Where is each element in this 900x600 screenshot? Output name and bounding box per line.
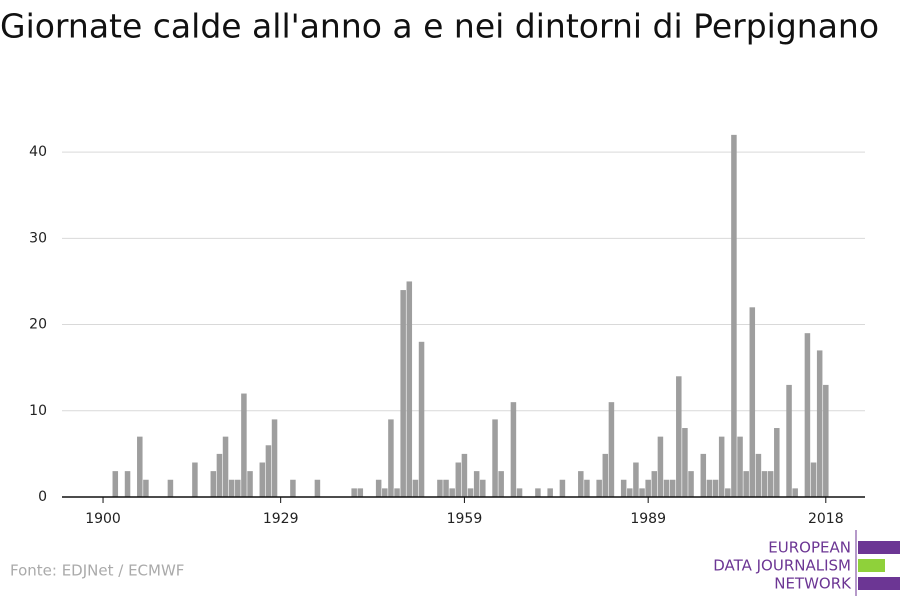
bar [718,436,725,497]
bar [786,384,792,497]
bar [235,479,241,497]
bar [222,436,229,497]
bar [492,419,498,497]
bar [767,471,774,497]
bar [388,419,394,497]
y-tick-label: 10 [29,403,47,419]
bar [584,479,590,497]
bar [596,479,602,497]
bar [810,462,817,497]
bar [657,436,664,497]
bar [449,488,455,497]
logo-bar [858,541,900,554]
y-tick-label: 20 [29,317,47,333]
bar [651,471,658,497]
bar [737,436,743,497]
bar [608,402,615,497]
bar [535,488,541,497]
bar [774,428,780,497]
bar [437,479,443,497]
bar [688,471,694,497]
chart-title: Giornate calde all'anno a e nei dintorni… [0,7,879,46]
bar [216,453,223,497]
bar [578,471,584,497]
bar [271,419,278,497]
bar [559,479,566,497]
bar [663,479,670,497]
bar [351,488,357,497]
source: Fonte: EDJNet / ECMWF [10,562,184,580]
bar [443,479,449,497]
bar [547,488,553,497]
bar [804,333,811,497]
bar [400,290,406,497]
bar [498,471,504,497]
bar [247,471,253,497]
bar [259,462,266,497]
bar [455,462,462,497]
bar [676,376,682,497]
bar [669,479,676,497]
bar [823,384,829,497]
bar [375,479,382,497]
bar [461,453,468,497]
bar [620,479,627,497]
bar [241,393,247,497]
bar [749,307,756,497]
bar [761,471,768,497]
bar [816,350,823,497]
bar [731,134,737,497]
bar [357,488,364,497]
bar [412,479,419,497]
y-tick-label: 30 [29,230,47,246]
bar [700,453,707,497]
x-tick-label: 1989 [630,511,666,527]
x-tick-label: 1929 [263,511,299,527]
y-tick-label: 0 [38,489,47,505]
bar [633,462,639,497]
bar [725,488,731,497]
bar [265,445,272,497]
bar [639,488,645,497]
bar [124,471,131,497]
bar [516,488,523,497]
bar [473,471,480,497]
bar [112,471,119,497]
bar [645,479,651,497]
bar [418,341,425,497]
bar [480,479,486,497]
bar [792,488,798,497]
bar [682,428,688,497]
y-tick-label: 40 [29,144,47,160]
bar [602,453,609,497]
logo-text: DATA JOURNALISM [713,557,851,575]
x-tick-label: 2018 [808,511,844,527]
bar [467,488,474,497]
bar [406,281,413,497]
bar [137,436,143,497]
logo-bar [858,559,885,572]
bar [167,479,174,497]
logo-bar [858,577,900,590]
bar [210,471,217,497]
bar [314,479,321,497]
bar [228,479,235,497]
logo-text: NETWORK [774,575,852,593]
bar [510,402,517,497]
x-tick-label: 1959 [447,511,483,527]
bar [394,488,400,497]
logo-text: EUROPEAN [768,539,851,557]
bar [192,462,198,497]
bar [706,479,713,497]
bar [712,479,719,497]
bar [743,471,749,497]
x-tick-label: 1900 [85,511,121,527]
bar [382,488,388,497]
bar [290,479,296,497]
bar [627,488,633,497]
logo: EUROPEAN DATA JOURNALISM NETWORK [713,530,900,596]
bar [143,479,149,497]
bar [755,453,762,497]
